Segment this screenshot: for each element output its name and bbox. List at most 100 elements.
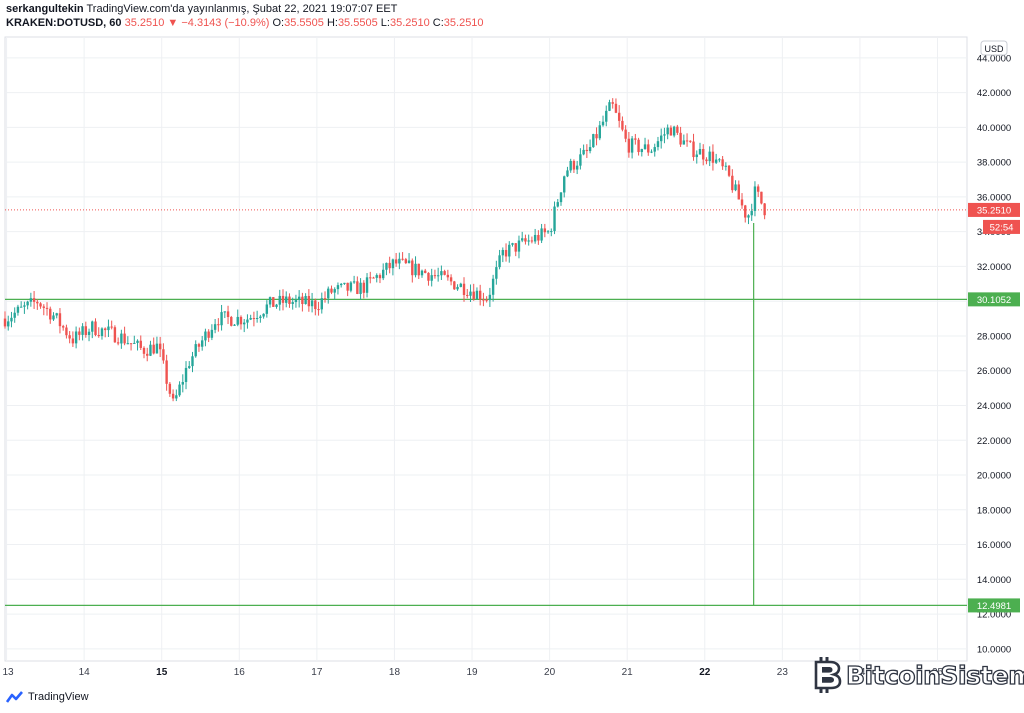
time-tick-label: 13 — [2, 667, 14, 678]
time-tick-label: 23 — [777, 667, 789, 678]
candle-body — [116, 342, 120, 344]
candle-body — [401, 258, 404, 260]
candle-body — [100, 328, 104, 337]
candle-body — [382, 269, 385, 279]
candle-body — [495, 267, 498, 279]
candle-body — [320, 298, 323, 310]
candle-body — [87, 331, 91, 335]
time-tick-label: 22 — [699, 667, 711, 678]
candle-body — [430, 275, 433, 281]
candle-body — [508, 244, 511, 257]
candle-body — [462, 283, 466, 295]
candle-body — [563, 176, 566, 193]
candle-body — [272, 297, 275, 307]
candle-body — [52, 315, 55, 320]
horizontal-lines[interactable] — [5, 209, 967, 607]
candle-body — [252, 318, 256, 320]
countdown-badge-text: 52:54 — [990, 222, 1014, 233]
candle-body — [556, 202, 559, 207]
candle-body — [129, 343, 133, 345]
candle-body — [142, 347, 146, 354]
candle-body — [175, 395, 178, 399]
candle-body — [637, 139, 640, 153]
candle-body — [359, 282, 362, 294]
candle-body — [579, 154, 582, 166]
candle-body — [650, 151, 653, 153]
candle-body — [365, 277, 369, 293]
plot-area[interactable] — [4, 36, 968, 662]
candle-body — [566, 170, 569, 177]
candle-body — [104, 328, 107, 331]
low-label: L: — [380, 17, 390, 29]
candle-body — [294, 299, 298, 303]
low-value: 35.2510 — [389, 17, 430, 29]
candle-body — [424, 270, 427, 273]
symbol-name[interactable]: KRAKEN:DOTUSD, 60 — [6, 17, 122, 29]
close-value: 35.2510 — [443, 17, 484, 29]
candle-body — [575, 165, 579, 170]
time-tick-label: 24 — [854, 667, 866, 678]
candle-body — [243, 322, 246, 325]
candle-body — [158, 343, 162, 350]
candle-body — [414, 263, 417, 276]
candle-body — [223, 311, 227, 313]
candle-body — [200, 340, 204, 347]
candle-body — [61, 326, 65, 328]
candle-body — [352, 281, 356, 283]
candle-body — [466, 294, 469, 296]
candle-body — [453, 281, 456, 290]
candle-body — [624, 129, 627, 139]
candle-body — [255, 317, 259, 319]
candle-body — [449, 277, 453, 282]
candle-body — [647, 144, 650, 153]
candle-body — [32, 298, 36, 302]
candle-body — [504, 249, 508, 257]
candle-body — [78, 331, 81, 335]
candle-body — [314, 300, 317, 310]
candle-body — [436, 275, 440, 277]
tradingview-logo[interactable]: TradingView — [6, 691, 89, 703]
candle-body — [139, 340, 142, 348]
currency-box[interactable]: USD — [980, 40, 1008, 56]
candle-body — [297, 296, 301, 300]
candle-body — [388, 262, 391, 269]
price-tick-label: 40.0000 — [977, 123, 1011, 134]
candle-body — [407, 260, 411, 264]
candle-body — [737, 184, 740, 200]
candles — [3, 98, 766, 402]
time-tick-label: 14 — [79, 667, 91, 678]
candle-body — [259, 316, 262, 318]
candle-body — [327, 288, 330, 299]
candle-body — [68, 335, 71, 339]
candle-body — [469, 291, 472, 296]
candle-body — [330, 288, 333, 293]
candle-body — [220, 312, 223, 326]
candle-body — [643, 144, 647, 150]
last-price-badge-text: 35.2510 — [977, 205, 1011, 216]
time-axis[interactable]: 13 14 15 16 17 18 19 20 21 22 23 24 25 — [2, 667, 943, 678]
candle-body — [291, 302, 294, 304]
time-tick-label: 16 — [234, 667, 246, 678]
price-axis[interactable]: 10.0000 12.0000 14.0000 16.0000 18.0000 20.00… — [977, 53, 1011, 655]
price-tick-label: 26.0000 — [977, 366, 1011, 377]
candle-body — [94, 321, 97, 336]
candle-body — [660, 135, 663, 142]
candle-body — [634, 138, 637, 140]
candle-body — [669, 127, 673, 136]
candle-body — [349, 282, 353, 291]
candle-body — [433, 275, 437, 277]
candle-body — [217, 324, 220, 326]
candle-body — [55, 313, 58, 316]
candle-body — [485, 299, 488, 301]
candle-body — [527, 240, 530, 242]
price-tick-label: 24.0000 — [977, 401, 1011, 412]
last-price: 35.2510 — [124, 17, 165, 29]
candle-body — [747, 215, 750, 218]
candle-body — [333, 289, 336, 293]
candle-body — [152, 344, 155, 354]
candle-body — [310, 300, 314, 307]
price-tick-label: 38.0000 — [977, 158, 1011, 169]
candle-body — [491, 278, 495, 295]
candle-body — [97, 335, 100, 337]
